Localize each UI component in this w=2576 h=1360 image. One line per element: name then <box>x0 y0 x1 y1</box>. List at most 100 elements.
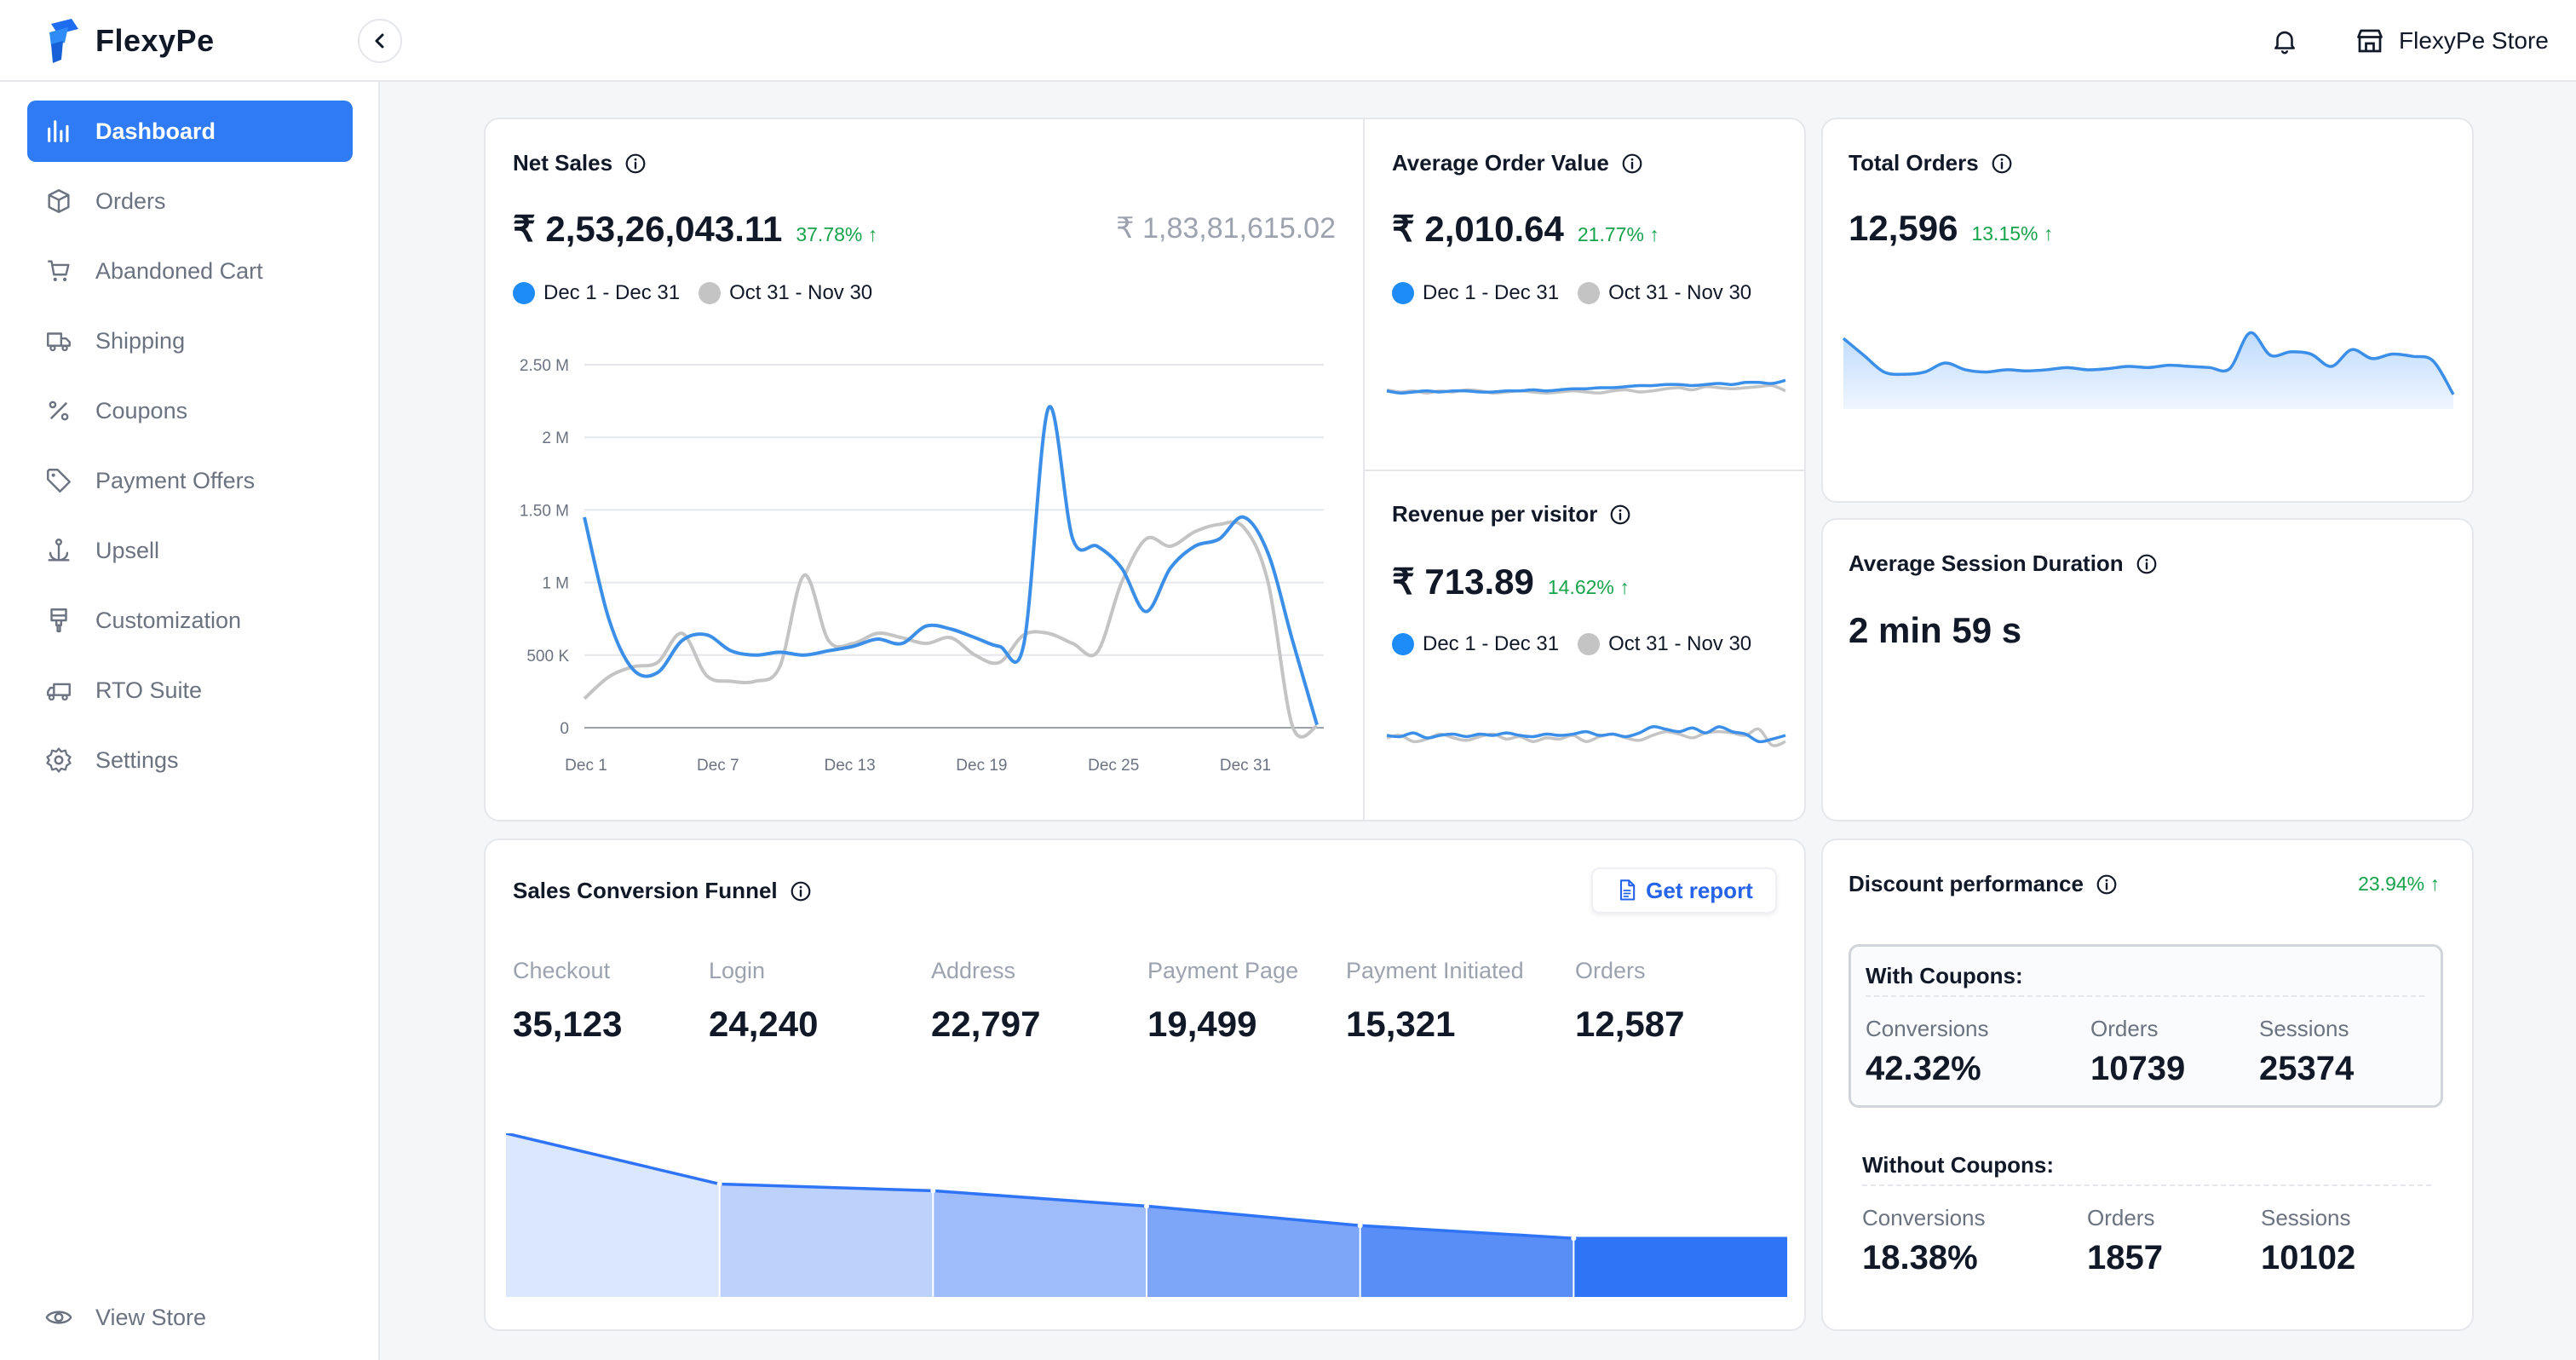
info-icon[interactable] <box>624 153 647 175</box>
total-orders-title-text: Total Orders <box>1849 150 1979 176</box>
funnel-point <box>1144 1203 1149 1209</box>
legend-dot-previous <box>1578 282 1601 304</box>
gear-icon <box>46 747 72 773</box>
series-line <box>1842 331 2455 395</box>
x-tick-label: Dec 1 <box>565 757 607 775</box>
sidebar-item-abandoned-cart[interactable]: Abandoned Cart <box>27 240 353 302</box>
aov-sparkline <box>1386 378 1786 395</box>
bell-icon <box>2274 31 2295 55</box>
eye-icon <box>45 1311 72 1324</box>
info-icon[interactable] <box>2136 553 2158 575</box>
collapse-sidebar-button[interactable] <box>358 19 402 63</box>
rpv-title: Revenue per visitor <box>1392 501 1631 527</box>
info-icon[interactable] <box>2096 873 2118 896</box>
truck-icon <box>47 332 71 352</box>
brand-logo[interactable]: FlexyPe <box>46 19 215 63</box>
view-store-link[interactable]: View Store <box>27 1287 353 1348</box>
x-tick-label: Dec 13 <box>824 757 875 775</box>
total-orders-change: 13.15% ↑ <box>1971 222 2054 245</box>
area-fill <box>1843 332 2453 409</box>
y-tick-label: 2.50 M <box>520 357 569 375</box>
sidebar-item-dashboard[interactable]: Dashboard <box>27 101 353 162</box>
sidebar-item-label: RTO Suite <box>95 677 203 703</box>
without-orders-label: Orders <box>2087 1205 2155 1230</box>
rpv-amount: ₹ 713.89 <box>1392 562 1534 602</box>
rpv-sparkline <box>1386 724 1786 747</box>
x-tick-label: Dec 19 <box>956 757 1007 775</box>
with-conversions-label: Conversions <box>1866 1016 1989 1041</box>
with-orders-value: 10739 <box>2090 1050 2186 1087</box>
funnel-segment <box>719 1184 934 1297</box>
net-sales-previous: ₹ 1,83,81,615.02 <box>1116 212 1336 245</box>
without-sessions-value: 10102 <box>2261 1239 2356 1276</box>
dashed-divider <box>1862 1184 2431 1186</box>
notifications-button[interactable] <box>2266 22 2303 60</box>
session-duration-title-text: Average Session Duration <box>1849 550 2124 576</box>
dashed-divider <box>1866 995 2424 997</box>
session-duration-title: Average Session Duration <box>1849 550 2158 577</box>
funnel-stage-value: 24,240 <box>709 1004 819 1044</box>
total-orders-title: Total Orders <box>1849 150 2013 176</box>
info-icon[interactable] <box>790 880 812 902</box>
funnel-stage-label: Payment Page <box>1147 958 1299 983</box>
cart-icon <box>48 260 70 282</box>
funnel-stage-label: Payment Initiated <box>1346 958 1524 983</box>
funnel-segment <box>506 1133 720 1297</box>
funnel-stage-value: 12,587 <box>1575 1004 1685 1044</box>
store-name: FlexyPe Store <box>2399 27 2549 54</box>
sidebar-item-upsell[interactable]: Upsell <box>27 520 353 581</box>
x-tick-label: Dec 7 <box>697 757 739 775</box>
aov-value: ₹ 2,010.64 21.77% ↑ <box>1392 208 1659 250</box>
discount-title-text: Discount performance <box>1849 871 2084 896</box>
sidebar-item-customization[interactable]: Customization <box>27 590 353 651</box>
sidebar: Dashboard Orders Abandoned Cart Shipping… <box>0 82 380 1360</box>
anchor-icon <box>48 539 70 562</box>
series-line <box>583 520 1318 739</box>
legend-previous-label: Oct 31 - Nov 30 <box>1608 281 1752 304</box>
sidebar-item-coupons[interactable]: Coupons <box>27 380 353 441</box>
rpv-value: ₹ 713.89 14.62% ↑ <box>1392 561 1630 602</box>
aov-title: Average Order Value <box>1392 150 1643 176</box>
legend-current-label: Dec 1 - Dec 31 <box>543 281 681 304</box>
tag-icon <box>47 469 71 493</box>
with-coupons-title: With Coupons: <box>1866 963 2023 988</box>
net-sales-amount: ₹ 2,53,26,043.11 <box>513 209 783 249</box>
series-line <box>1386 724 1786 744</box>
sidebar-item-payment-offers[interactable]: Payment Offers <box>27 450 353 511</box>
info-icon[interactable] <box>1991 153 2013 175</box>
funnel-segment <box>1360 1225 1574 1297</box>
sidebar-item-orders[interactable]: Orders <box>27 170 353 232</box>
session-duration-value: 2 min 59 s <box>1849 610 2022 650</box>
series-line <box>1386 727 1786 747</box>
chart-bar-icon <box>48 120 69 142</box>
net-sales-legend: Dec 1 - Dec 31 Oct 31 - Nov 30 <box>513 281 872 305</box>
without-conversions-value: 18.38% <box>1862 1239 1978 1276</box>
sidebar-item-label: Coupons <box>95 397 188 424</box>
funnel-stage-label: Checkout <box>513 958 611 983</box>
store-switcher[interactable]: FlexyPe Store <box>2355 22 2549 60</box>
info-icon[interactable] <box>1609 504 1631 526</box>
legend-dot-current <box>1392 282 1414 304</box>
funnel-stage-label: Login <box>709 958 766 983</box>
funnel-stage-label: Orders <box>1575 958 1646 983</box>
sidebar-item-label: Payment Offers <box>95 467 256 493</box>
legend-dot-current <box>513 282 535 304</box>
sidebar-item-rto-suite[interactable]: RTO Suite <box>27 660 353 721</box>
get-report-button[interactable]: Get report <box>1591 867 1777 913</box>
discount-title: Discount performance <box>1849 871 2118 897</box>
legend-current-label: Dec 1 - Dec 31 <box>1423 632 1560 655</box>
chevron-left-icon <box>375 33 384 49</box>
funnel-point <box>1571 1236 1577 1242</box>
funnel-stage-value: 19,499 <box>1147 1004 1257 1044</box>
funnel-segment <box>1573 1238 1787 1297</box>
with-sessions-value: 25374 <box>2259 1050 2355 1087</box>
sidebar-item-shipping[interactable]: Shipping <box>27 310 353 372</box>
funnel-chart <box>506 1133 1787 1297</box>
x-tick-label: Dec 31 <box>1220 757 1271 775</box>
funnel-point <box>716 1181 722 1187</box>
sidebar-item-settings[interactable]: Settings <box>27 729 353 791</box>
sidebar-item-label: Dashboard <box>95 118 216 144</box>
view-store-label: View Store <box>95 1304 207 1330</box>
info-icon[interactable] <box>1621 153 1643 175</box>
box-icon <box>48 189 70 213</box>
